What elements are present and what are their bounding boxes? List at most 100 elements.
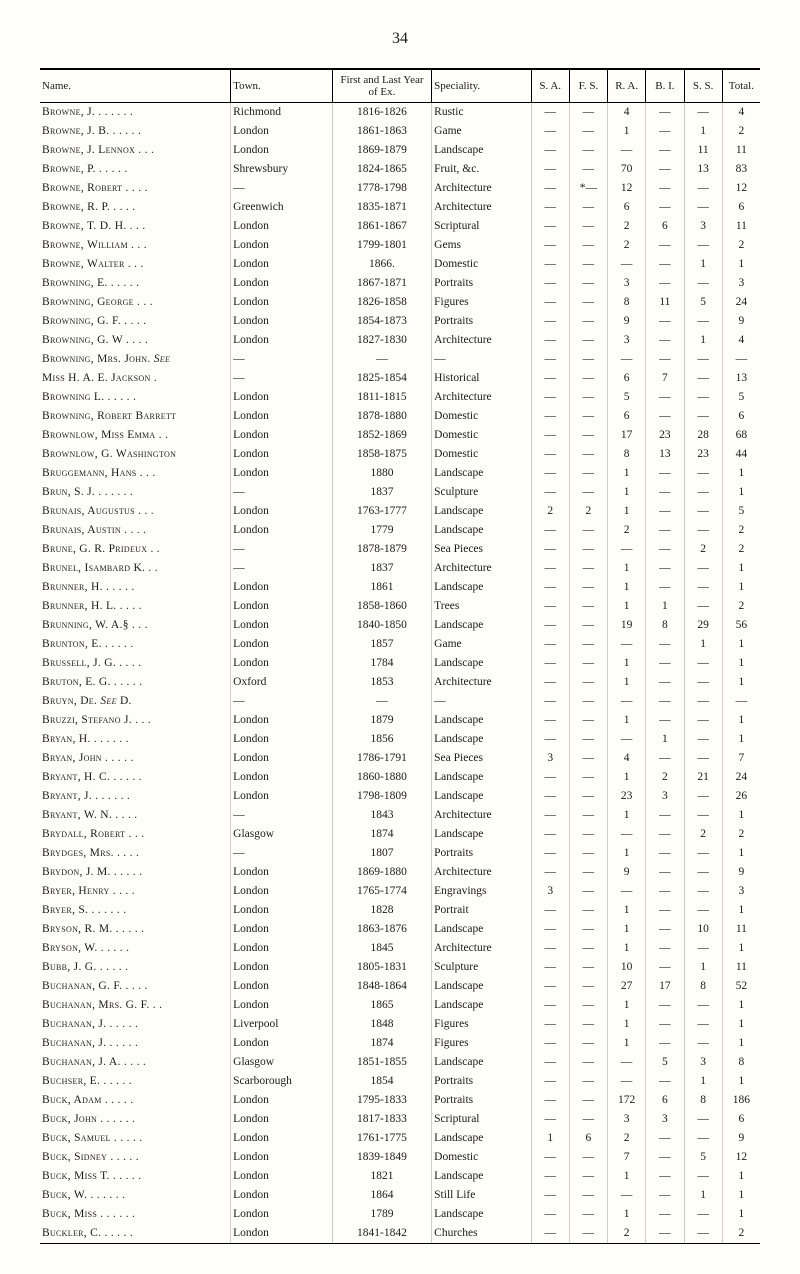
cell-town: Richmond xyxy=(231,103,333,123)
cell-year: 1816-1826 xyxy=(332,103,431,123)
cell-year: 1839-1849 xyxy=(332,1148,431,1167)
cell-name: Brussell, J. G. . . . . xyxy=(40,654,231,673)
cell-spec: Landscape xyxy=(432,1129,531,1148)
cell-town: London xyxy=(231,1167,333,1186)
cell-sa: — xyxy=(531,1034,569,1053)
cell-sa: — xyxy=(531,1148,569,1167)
cell-sa: — xyxy=(531,141,569,160)
cell-bi: — xyxy=(646,578,684,597)
cell-ra: 1 xyxy=(608,768,646,787)
cell-name: Brydon, J. M. . . . . . xyxy=(40,863,231,882)
cell-fs: — xyxy=(569,483,607,502)
cell-sa: — xyxy=(531,350,569,369)
table-row: Browning, George . . .London1826-1858Fig… xyxy=(40,293,760,312)
name-text: Brydges, Mrs. . . . . xyxy=(42,847,139,859)
cell-year: 1811-1815 xyxy=(332,388,431,407)
cell-ss: — xyxy=(684,654,722,673)
cell-spec: Sea Pieces xyxy=(432,540,531,559)
cell-total: 2 xyxy=(722,540,760,559)
cell-spec: Historical xyxy=(432,369,531,388)
cell-spec: Landscape xyxy=(432,730,531,749)
cell-name: Browning, Robert Barrett xyxy=(40,407,231,426)
cell-ra: — xyxy=(608,635,646,654)
cell-town: — xyxy=(231,350,333,369)
cell-total: 1 xyxy=(722,635,760,654)
cell-bi: — xyxy=(646,1205,684,1224)
cell-spec: Sculpture xyxy=(432,483,531,502)
cell-year: 1852-1869 xyxy=(332,426,431,445)
name-text: Browne, J. Lennox . . . xyxy=(42,144,154,156)
cell-ss: — xyxy=(684,901,722,920)
cell-bi: 3 xyxy=(646,787,684,806)
cell-spec: Portraits xyxy=(432,274,531,293)
cell-bi: 6 xyxy=(646,217,684,236)
cell-ss: 3 xyxy=(684,1053,722,1072)
cell-ra: 1 xyxy=(608,806,646,825)
name-text: Bryan, H. . . . . . . xyxy=(42,733,129,745)
cell-ra: 1 xyxy=(608,464,646,483)
cell-spec: Game xyxy=(432,635,531,654)
table-row: Buck, John . . . . . .London1817-1833Scr… xyxy=(40,1110,760,1129)
table-row: Browne, T. D. H. . . .London1861-1867Scr… xyxy=(40,217,760,236)
cell-year: 1763-1777 xyxy=(332,502,431,521)
cell-fs: — xyxy=(569,255,607,274)
cell-name: Browne, J. . . . . . . xyxy=(40,103,231,123)
cell-ra: — xyxy=(608,1053,646,1072)
cell-bi: — xyxy=(646,236,684,255)
cell-bi: — xyxy=(646,1224,684,1244)
data-table: Name. Town. First and Last Year of Ex. S… xyxy=(40,68,760,1244)
name-text: Bruyn, De. See D. xyxy=(42,695,132,707)
cell-ss: 21 xyxy=(684,768,722,787)
cell-fs: — xyxy=(569,331,607,350)
name-text: Browne, J. B. . . . . . xyxy=(42,125,141,137)
cell-spec: Landscape xyxy=(432,977,531,996)
cell-year: 1835-1871 xyxy=(332,198,431,217)
name-text: Browne, R. P. . . . . xyxy=(42,201,135,213)
cell-bi: — xyxy=(646,255,684,274)
cell-fs: — xyxy=(569,939,607,958)
cell-ra: 6 xyxy=(608,369,646,388)
cell-total: 9 xyxy=(722,1129,760,1148)
cell-fs: — xyxy=(569,198,607,217)
table-row: Bryant, W. N. . . . .—1843Architecture——… xyxy=(40,806,760,825)
cell-ss: 1 xyxy=(684,122,722,141)
cell-year: 1863-1876 xyxy=(332,920,431,939)
cell-total: 186 xyxy=(722,1091,760,1110)
cell-sa: — xyxy=(531,160,569,179)
cell-total: 52 xyxy=(722,977,760,996)
cell-spec: Landscape xyxy=(432,1167,531,1186)
table-row: Brunner, H. L. . . . .London1858-1860Tre… xyxy=(40,597,760,616)
cell-year: — xyxy=(332,692,431,711)
cell-bi: — xyxy=(646,559,684,578)
table-row: Brydon, J. M. . . . . .London1869-1880Ar… xyxy=(40,863,760,882)
name-text: Brydall, Robert . . . xyxy=(42,828,144,840)
cell-spec: Architecture xyxy=(432,179,531,198)
cell-sa: 3 xyxy=(531,882,569,901)
cell-sa: — xyxy=(531,559,569,578)
cell-ra: 1 xyxy=(608,1034,646,1053)
cell-ra: — xyxy=(608,825,646,844)
cell-town: London xyxy=(231,236,333,255)
cell-ra: 1 xyxy=(608,578,646,597)
cell-ra: 6 xyxy=(608,198,646,217)
cell-spec: Figures xyxy=(432,1034,531,1053)
cell-spec: Trees xyxy=(432,597,531,616)
cell-sa: — xyxy=(531,540,569,559)
name-text: Brownlow, G. Washington xyxy=(42,448,176,460)
table-row: Bryson, R. M. . . . . .London1863-1876La… xyxy=(40,920,760,939)
cell-town: London xyxy=(231,464,333,483)
cell-ra: 6 xyxy=(608,407,646,426)
cell-fs: 2 xyxy=(569,502,607,521)
cell-sa: — xyxy=(531,1072,569,1091)
cell-year: 1879 xyxy=(332,711,431,730)
cell-ra: 23 xyxy=(608,787,646,806)
cell-year: 1805-1831 xyxy=(332,958,431,977)
cell-total: 2 xyxy=(722,597,760,616)
cell-bi: — xyxy=(646,141,684,160)
cell-town: Shrewsbury xyxy=(231,160,333,179)
cell-ss: — xyxy=(684,388,722,407)
cell-town: — xyxy=(231,540,333,559)
cell-total: 4 xyxy=(722,331,760,350)
cell-ss: 1 xyxy=(684,1186,722,1205)
table-row: Bruyn, De. See D.————————— xyxy=(40,692,760,711)
